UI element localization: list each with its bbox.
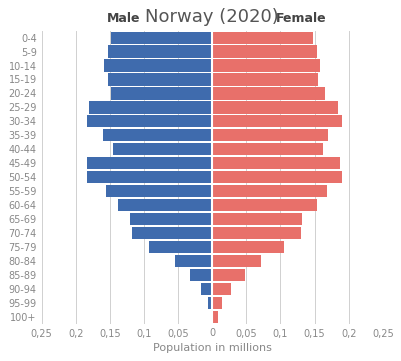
Bar [87,157,212,169]
Bar [212,283,231,295]
Bar [212,241,283,253]
Text: Male: Male [106,12,140,25]
Bar [212,199,316,211]
Bar [212,45,316,58]
X-axis label: Population in millions: Population in millions [152,343,271,353]
Bar [212,297,221,309]
Bar [175,255,212,267]
Bar [87,171,212,183]
Bar [103,129,212,142]
Bar [111,87,212,100]
Bar [212,213,302,225]
Bar [212,73,317,86]
Bar [130,213,212,225]
Bar [108,45,212,58]
Bar [212,157,340,169]
Bar [212,101,338,114]
Bar [104,60,212,72]
Bar [131,227,212,239]
Bar [212,129,327,142]
Title: Norway (2020): Norway (2020) [145,8,278,26]
Bar [189,269,212,281]
Bar [212,227,300,239]
Bar [201,283,212,295]
Bar [118,199,212,211]
Bar [87,115,212,127]
Bar [212,310,217,323]
Bar [212,185,326,197]
Bar [149,241,212,253]
Bar [210,310,212,323]
Bar [212,60,319,72]
Bar [212,143,322,155]
Bar [111,31,212,44]
Bar [113,143,212,155]
Bar [208,297,212,309]
Bar [212,87,324,100]
Bar [89,101,212,114]
Bar [212,171,341,183]
Bar [212,115,341,127]
Bar [212,31,312,44]
Bar [108,73,212,86]
Bar [212,269,244,281]
Bar [106,185,212,197]
Text: Female: Female [275,12,325,25]
Bar [212,255,261,267]
